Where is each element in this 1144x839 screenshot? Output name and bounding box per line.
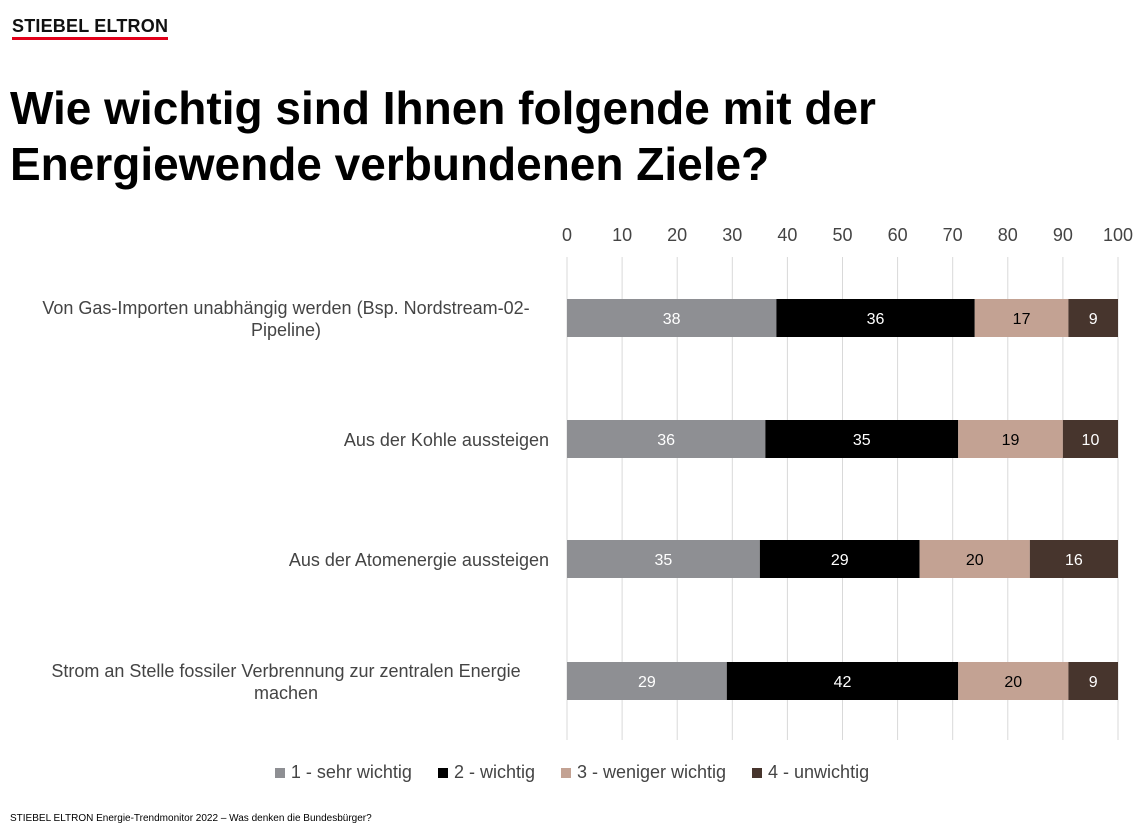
bar-segment — [726, 662, 959, 700]
legend-swatch — [560, 767, 571, 778]
x-tick-label: 100 — [1103, 225, 1133, 245]
data-label: 35 — [655, 552, 673, 569]
bar-segment — [759, 540, 920, 578]
data-label: 38 — [663, 311, 681, 328]
category-label: Aus der Atomenergie aussteigen — [289, 550, 549, 570]
legend-item: 4 - unwichtig — [752, 762, 869, 783]
category-label-line: Aus der Atomenergie aussteigen — [289, 550, 549, 570]
data-label: 9 — [1089, 311, 1098, 328]
data-label: 29 — [831, 552, 849, 569]
bar-segment — [567, 299, 777, 337]
bar-segment — [1062, 420, 1118, 458]
x-tick-label: 90 — [1053, 225, 1073, 245]
bar-segment — [1068, 662, 1118, 700]
legend-swatch — [274, 767, 285, 778]
legend-label: 2 - wichtig — [453, 762, 535, 782]
category-label-line: Aus der Kohle aussteigen — [344, 430, 549, 450]
category-label-line: Strom an Stelle fossiler Verbrennung zur… — [51, 661, 520, 681]
bar-segment — [1029, 540, 1118, 578]
bar-segment — [958, 420, 1063, 458]
bar-segment — [567, 662, 727, 700]
bar-segment — [974, 299, 1069, 337]
x-tick-label: 40 — [777, 225, 797, 245]
bar-segment — [567, 540, 760, 578]
footer-source: STIEBEL ELTRON Energie-Trendmonitor 2022… — [10, 813, 372, 824]
category-label: Von Gas-Importen unabhängig werden (Bsp.… — [42, 298, 529, 340]
category-label-line: Pipeline) — [251, 320, 321, 340]
legend-label: 3 - weniger wichtig — [576, 762, 727, 782]
bar-segment — [1068, 299, 1118, 337]
legend-swatch — [437, 767, 448, 778]
category-label: Strom an Stelle fossiler Verbrennung zur… — [51, 661, 520, 703]
category-labels: Von Gas-Importen unabhängig werden (Bsp.… — [42, 298, 549, 703]
grid-lines — [566, 257, 1119, 740]
category-label-line: machen — [254, 683, 318, 703]
data-label: 29 — [638, 674, 656, 691]
legend-item: 3 - weniger wichtig — [560, 762, 727, 783]
data-label: 35 — [853, 432, 871, 449]
bar-segment — [765, 420, 959, 458]
bar-segment — [776, 299, 975, 337]
legend-label: 4 - unwichtig — [768, 762, 870, 782]
data-label: 17 — [1013, 311, 1031, 328]
legend-item: 1 - sehr wichtig — [274, 762, 412, 783]
legend-swatch — [752, 767, 763, 778]
data-label: 20 — [1004, 674, 1022, 691]
chart-title: Wie wichtig sind Ihnen folgende mit der … — [10, 82, 876, 190]
data-label: 9 — [1089, 674, 1098, 691]
bars: 38 36 17 9 36 35 19 10 35 29 20 16 29 42 20 9 — [567, 299, 1118, 700]
data-label: 10 — [1082, 432, 1100, 449]
x-tick-label: 0 — [562, 225, 572, 245]
x-axis-ticks: 0 10 20 30 40 50 60 70 80 90 100 — [562, 225, 1133, 245]
legend-label: 1 - sehr wichtig — [290, 762, 412, 782]
x-tick-label: 70 — [943, 225, 963, 245]
data-label: 16 — [1065, 552, 1083, 569]
x-tick-label: 30 — [722, 225, 742, 245]
bar-segment — [567, 420, 766, 458]
x-tick-label: 50 — [832, 225, 852, 245]
data-label: 19 — [1002, 432, 1020, 449]
bar-segment — [919, 540, 1030, 578]
data-label: 20 — [966, 552, 984, 569]
brand-logo: STIEBEL ELTRON — [12, 17, 169, 40]
x-tick-label: 60 — [888, 225, 908, 245]
legend: 1 - sehr wichtig 2 - wichtig 3 - weniger w… — [0, 762, 1144, 783]
bar-segment — [958, 662, 1069, 700]
data-label: 42 — [834, 674, 852, 691]
data-label: 36 — [657, 432, 675, 449]
category-label: Aus der Kohle aussteigen — [344, 430, 549, 450]
x-tick-label: 20 — [667, 225, 687, 245]
x-tick-label: 10 — [612, 225, 632, 245]
data-label: 36 — [867, 311, 885, 328]
legend-item: 2 - wichtig — [437, 762, 535, 783]
x-tick-label: 80 — [998, 225, 1018, 245]
category-label-line: Von Gas-Importen unabhängig werden (Bsp.… — [42, 298, 529, 318]
